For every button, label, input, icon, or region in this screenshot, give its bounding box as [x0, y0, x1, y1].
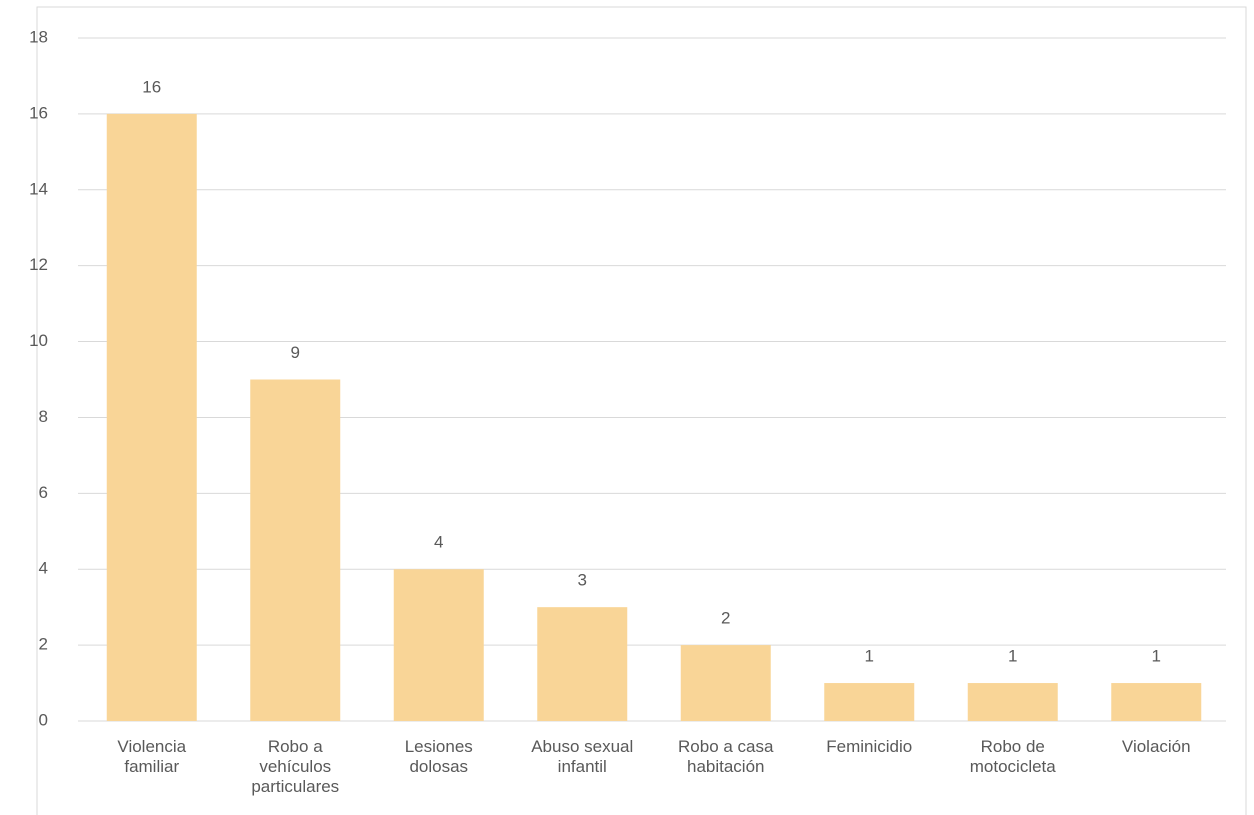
x-tick-label: Violencia familiar: [117, 737, 187, 776]
bar: [393, 569, 484, 721]
bar: [106, 113, 197, 721]
data-label: 4: [434, 533, 443, 552]
x-tick-label: Violación: [1121, 737, 1191, 756]
y-tick-label: 0: [39, 710, 48, 729]
chart-frame: [36, 6, 1247, 815]
y-tick-label: 4: [39, 559, 48, 578]
data-label: 1: [865, 647, 874, 666]
data-label: 3: [578, 571, 587, 590]
y-tick-label: 14: [29, 179, 48, 198]
y-tick-label: 12: [29, 255, 48, 274]
x-tick-label: Robo de motocicleta: [969, 737, 1056, 776]
bar: [967, 683, 1058, 721]
bar: [824, 683, 915, 721]
data-label: 9: [291, 343, 300, 362]
bar: [537, 607, 628, 721]
bar: [1111, 683, 1202, 721]
x-tick-label: Robo a casa habitación: [678, 737, 774, 776]
y-tick-label: 16: [29, 103, 48, 122]
x-tick-label: Abuso sexual infantil: [531, 737, 634, 776]
data-label: 2: [721, 609, 730, 628]
x-tick-label: Feminicidio: [826, 737, 913, 756]
data-label: 16: [142, 77, 161, 96]
bar: [680, 645, 771, 721]
data-label: 1: [1152, 647, 1161, 666]
y-tick-label: 2: [39, 635, 48, 654]
x-tick-label: Robo a vehículos particulares: [251, 737, 340, 796]
y-tick-label: 10: [29, 331, 48, 350]
data-label: 1: [1008, 647, 1017, 666]
bar: [250, 379, 341, 721]
y-tick-label: 6: [39, 483, 48, 502]
x-tick-label: Lesiones dolosas: [404, 737, 473, 776]
y-tick-label: 18: [29, 27, 48, 46]
y-tick-label: 8: [39, 407, 48, 426]
